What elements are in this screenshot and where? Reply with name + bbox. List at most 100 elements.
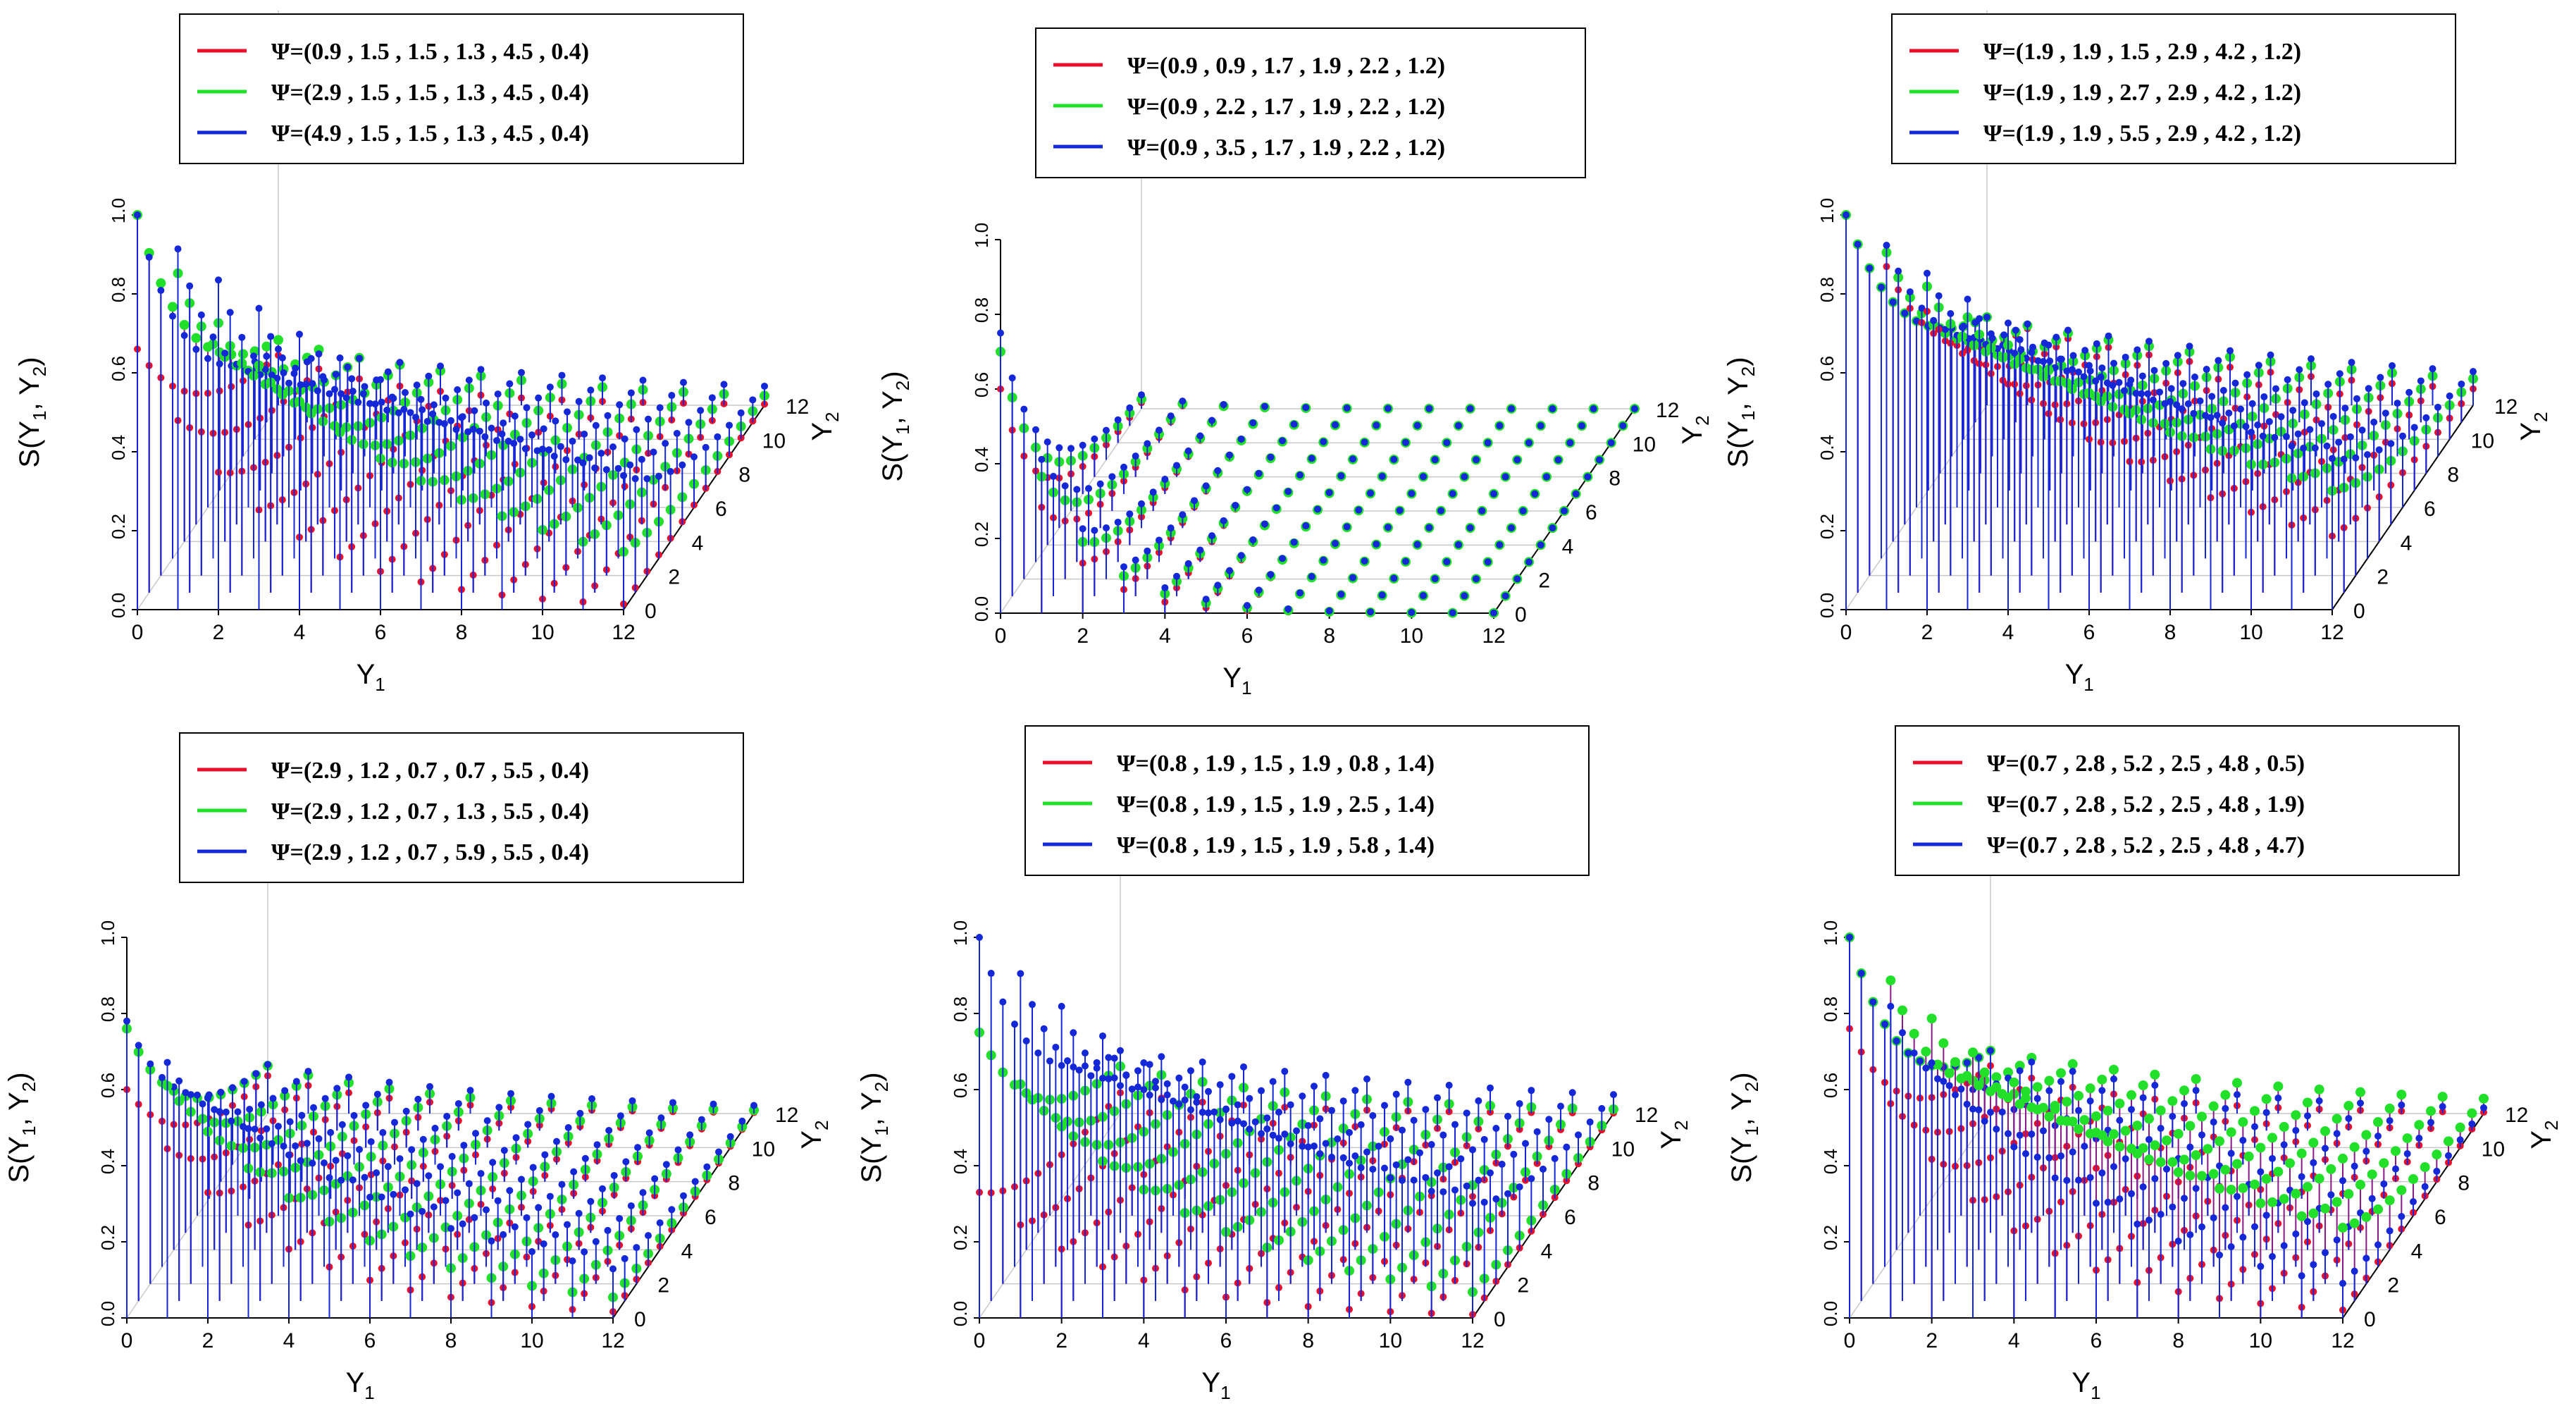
data-point [2231,379,2239,387]
data-point [297,1157,304,1164]
data-point [558,371,566,379]
data-point [471,407,478,414]
x-tick-label: 8 [2172,1329,2184,1352]
data-point [2446,392,2453,400]
data-point [1325,607,1333,615]
y2-tick-label: 4 [2411,1240,2423,1263]
data-point [498,430,506,438]
data-point [581,430,588,438]
data-point [309,380,316,388]
data-point [1475,1097,1482,1105]
y2-tick-label: 6 [1564,1206,1576,1229]
data-point [1596,456,1603,464]
data-point [587,386,595,394]
data-point [1346,1128,1353,1136]
data-point [2064,326,2072,334]
data-point [298,1111,306,1119]
data-point [539,445,546,453]
data-point [1269,1131,1277,1139]
x-tick-label: 8 [1323,624,1335,648]
data-point [1199,1058,1206,1066]
legend-box [1035,27,1586,178]
data-point [344,1152,352,1159]
data-point [2017,346,2025,354]
data-point [1449,609,1456,617]
data-point [332,1157,340,1164]
data-point [1099,1032,1106,1040]
data-point [2288,442,2296,450]
y2-tick-label: 8 [738,464,750,487]
data-point [187,1091,194,1099]
data-point [2167,385,2175,393]
data-point [638,455,645,463]
data-point [443,1112,451,1120]
data-point [2230,422,2238,430]
data-point [714,433,722,440]
data-point [2097,374,2105,381]
data-point [634,1144,641,1152]
data-point [668,392,676,400]
data-point [1402,438,1409,446]
data-point [523,1214,531,1221]
data-point [1399,1176,1406,1184]
data-point [1249,536,1257,544]
data-point [1146,1091,1153,1099]
data-point [726,1133,734,1140]
data-point [656,404,664,412]
data-point [1210,1108,1218,1116]
data-point [2156,388,2163,396]
data-point [1906,288,1914,296]
data-point [238,333,246,341]
data-point [1050,472,1057,480]
data-point [1134,1067,1141,1075]
data-point [586,454,593,462]
data-point [1492,1125,1500,1133]
s-axis-title: S(Y1, Y2) [14,357,50,467]
data-point [2410,424,2418,431]
x-tick-label: 6 [364,1329,376,1352]
data-point [362,1102,370,1109]
data-point [1463,1109,1470,1117]
data-point [605,1126,613,1134]
data-point [2271,433,2279,441]
data-point [385,1078,393,1086]
data-point [1563,1143,1571,1151]
data-point [1249,419,1257,426]
data-point [1070,1029,1077,1037]
data-point [2203,366,2210,374]
data-point [1332,540,1339,548]
data-point [1179,397,1187,405]
data-point [447,1225,454,1233]
s-tick-label: 0.8 [97,997,118,1022]
data-point [307,354,315,362]
data-point [147,1060,154,1068]
data-point [483,399,490,407]
data-point [1267,571,1275,579]
data-point [639,376,647,384]
data-point [662,1161,670,1169]
data-point [1263,1114,1271,1122]
data-point [1551,1154,1559,1162]
data-point [686,1131,694,1139]
s-axis-title: S(Y1, Y2) [856,1072,892,1183]
data-point [1461,592,1468,600]
data-point [715,1148,722,1156]
data-point [2346,433,2354,440]
legend-label: Ψ=(0.9 , 1.5 , 1.5 , 1.3 , 4.5 , 0.4) [271,39,589,65]
data-point [2012,326,2019,334]
data-point [1167,524,1175,532]
data-point [1105,1075,1113,1083]
data-point [667,468,674,476]
data-point [1064,1057,1071,1065]
data-point [425,1172,433,1180]
data-point [1161,584,1169,591]
legend-label: Ψ=(2.9 , 1.5 , 1.5 , 1.3 , 4.5 , 0.4) [271,80,589,106]
data-point [2389,362,2396,369]
legend-label: Ψ=(1.9 , 1.9 , 2.7 , 2.9 , 4.2 , 1.2) [1983,80,2301,106]
x-tick-label: 0 [132,621,144,644]
data-point [1586,1118,1594,1126]
data-point [604,1226,612,1234]
data-point [1490,490,1497,498]
data-point [1258,1130,1265,1138]
data-point [588,1095,595,1103]
